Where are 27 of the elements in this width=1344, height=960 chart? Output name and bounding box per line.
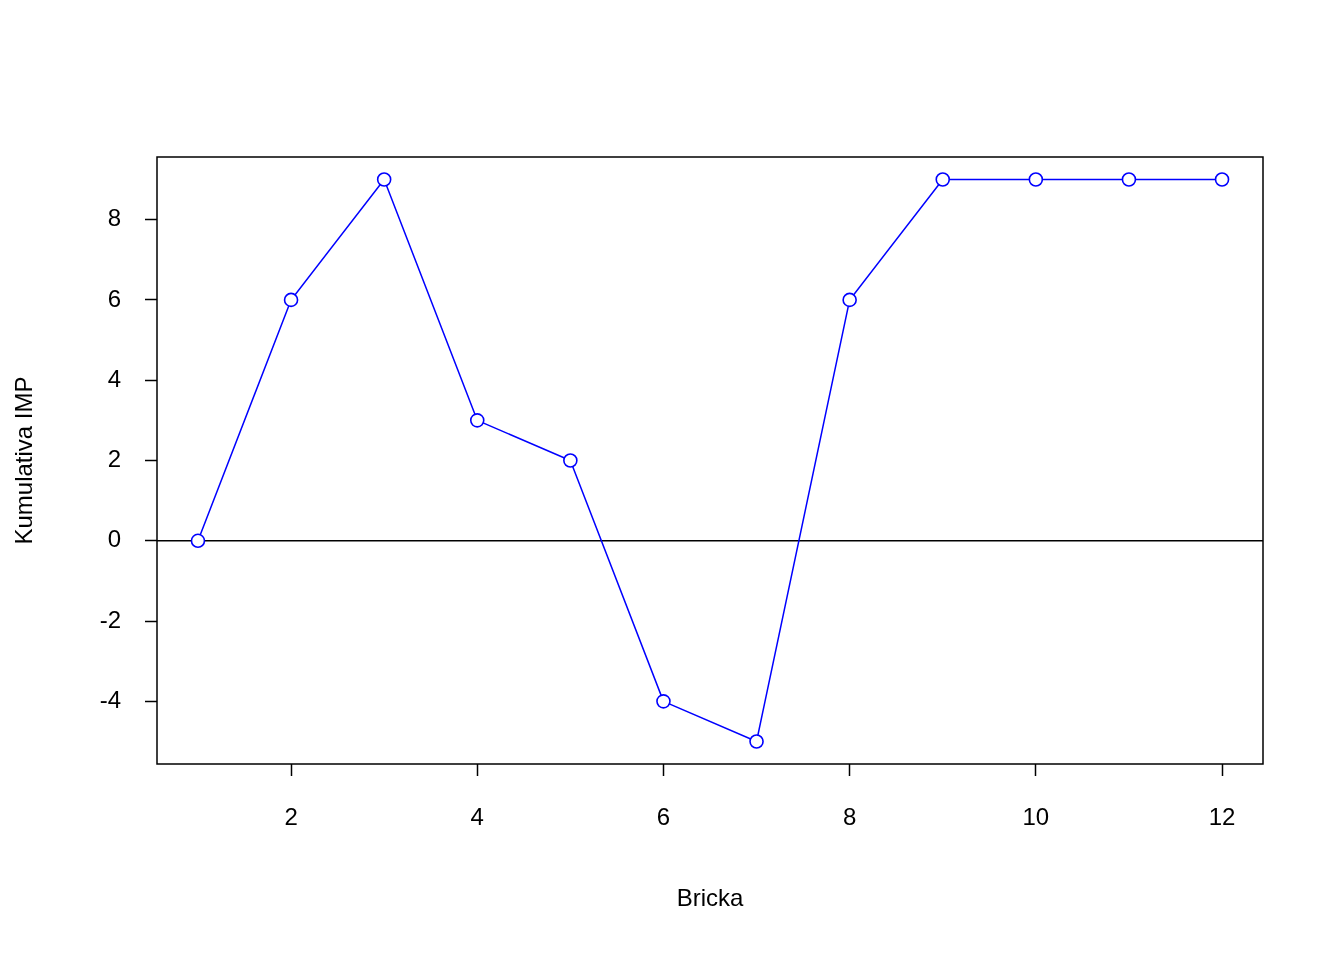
point bbox=[749, 734, 764, 749]
x-tick-label: 10 bbox=[1022, 803, 1050, 831]
point bbox=[656, 694, 671, 709]
point bbox=[283, 292, 299, 308]
y-axis-title: Kumulativa IMP bbox=[10, 376, 38, 545]
point bbox=[469, 413, 485, 428]
y-tick-label: 4 bbox=[107, 364, 121, 392]
x-axis-title: Bricka bbox=[676, 884, 744, 912]
y-tick-label: 8 bbox=[107, 204, 121, 232]
point bbox=[376, 172, 392, 187]
x-tick-label: 6 bbox=[656, 803, 671, 831]
y-tick-label: -2 bbox=[99, 605, 121, 633]
point bbox=[1121, 172, 1137, 187]
point bbox=[1214, 172, 1230, 187]
point bbox=[935, 172, 951, 187]
point bbox=[563, 453, 578, 468]
y-tick-label: 6 bbox=[107, 284, 121, 312]
point bbox=[842, 292, 857, 308]
x-tick-label: 12 bbox=[1208, 803, 1236, 831]
y-tick-label: 0 bbox=[107, 525, 121, 553]
x-tick-label: 2 bbox=[284, 803, 298, 831]
x-tick-label: 4 bbox=[470, 803, 484, 831]
x-tick-label: 8 bbox=[842, 803, 857, 831]
y-tick-label: -4 bbox=[99, 686, 121, 713]
point bbox=[190, 533, 206, 549]
y-tick-label: 2 bbox=[107, 445, 121, 473]
point bbox=[1028, 172, 1044, 187]
